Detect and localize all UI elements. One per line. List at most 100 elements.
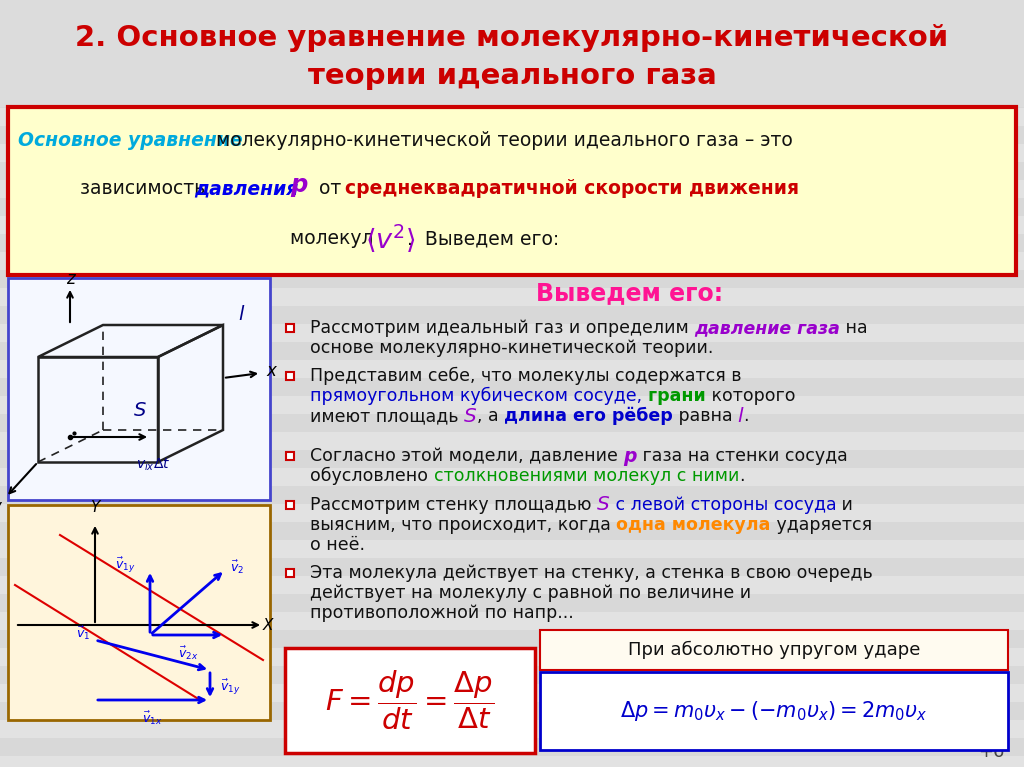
Bar [0, 450, 1024, 468]
Text: x: x [266, 362, 275, 380]
Bar [0, 684, 1024, 702]
Text: $\boldsymbol{p}$: $\boldsymbol{p}$ [290, 175, 308, 199]
Text: z: z [66, 270, 75, 288]
Bar [0, 144, 1024, 162]
Text: давления: давления [194, 179, 298, 199]
Text: , а: , а [477, 407, 504, 425]
Text: ударяется: ударяется [771, 516, 871, 534]
Text: S: S [597, 495, 609, 515]
Bar [0, 306, 1024, 324]
Bar [286, 324, 294, 332]
Bar [0, 54, 1024, 72]
Bar [0, 630, 1024, 648]
Text: от: от [313, 179, 347, 199]
Text: .: . [743, 407, 749, 425]
Text: $\Delta p = m_0\upsilon_x - (-m_0\upsilon_x) = 2m_0\upsilon_x$: $\Delta p = m_0\upsilon_x - (-m_0\upsilo… [621, 699, 928, 723]
Bar [0, 612, 1024, 630]
Text: с левой стороны сосуда: с левой стороны сосуда [609, 496, 837, 514]
Text: S: S [134, 400, 146, 420]
Text: $\vec{v}_{1y}$: $\vec{v}_{1y}$ [220, 677, 241, 696]
Bar [8, 107, 1016, 275]
Text: 2. Основное уравнение молекулярно-кинетической: 2. Основное уравнение молекулярно-кинети… [76, 24, 948, 52]
Bar [0, 108, 1024, 126]
Text: основе молекулярно-кинетической теории.: основе молекулярно-кинетической теории. [310, 339, 714, 357]
Bar [8, 278, 270, 500]
Text: на: на [840, 319, 867, 337]
Text: При абсолютно упругом ударе: При абсолютно упругом ударе [628, 641, 921, 659]
Text: l: l [737, 407, 743, 426]
Text: Основное уравнение: Основное уравнение [18, 130, 243, 150]
Bar [0, 198, 1024, 216]
Bar [0, 234, 1024, 252]
Bar [0, 180, 1024, 198]
Bar [0, 738, 1024, 756]
Bar [0, 0, 1024, 18]
Text: Y: Y [90, 500, 99, 515]
Text: +6: +6 [979, 743, 1005, 761]
Text: длина его рёбер: длина его рёбер [504, 407, 673, 425]
Text: теории идеального газа: теории идеального газа [307, 62, 717, 90]
Text: Эта молекула действует на стенку, а стенка в свою очередь: Эта молекула действует на стенку, а стен… [310, 564, 872, 582]
Text: равна: равна [673, 407, 737, 425]
Text: Рассмотрим стенку площадью: Рассмотрим стенку площадью [310, 496, 597, 514]
Bar [0, 18, 1024, 36]
Text: X: X [263, 617, 273, 633]
Text: Выведем его:: Выведем его: [537, 281, 724, 305]
Text: обусловлено: обусловлено [310, 467, 433, 485]
Text: зависимость: зависимость [80, 179, 211, 199]
Bar [0, 558, 1024, 576]
Bar [286, 452, 294, 460]
Bar [286, 372, 294, 380]
Bar [8, 505, 270, 720]
Bar [0, 288, 1024, 306]
Bar [0, 522, 1024, 540]
Text: выясним, что происходит, когда: выясним, что происходит, когда [310, 516, 616, 534]
Text: p: p [624, 446, 637, 466]
Text: которого: которого [706, 387, 796, 405]
Bar [0, 0, 1024, 107]
Bar [0, 252, 1024, 270]
Text: давление газа: давление газа [694, 319, 840, 337]
Bar [0, 72, 1024, 90]
Text: $\langle v^2\rangle$: $\langle v^2\rangle$ [365, 222, 416, 255]
Text: имеют площадь: имеют площадь [310, 407, 464, 425]
Text: газа на стенки сосуда: газа на стенки сосуда [637, 447, 848, 465]
Text: молекулярно-кинетической теории идеального газа – это: молекулярно-кинетической теории идеально… [210, 130, 793, 150]
Bar [540, 630, 1008, 670]
Bar [0, 648, 1024, 666]
Text: $\vec{v}_{1x}$: $\vec{v}_{1x}$ [142, 710, 162, 727]
Text: Представим себе, что молекулы содержатся в: Представим себе, что молекулы содержатся… [310, 367, 741, 385]
Bar [0, 360, 1024, 378]
Text: одна молекула: одна молекула [616, 516, 771, 534]
Text: прямоугольном кубическом сосуде,: прямоугольном кубическом сосуде, [310, 387, 642, 405]
Bar [0, 36, 1024, 54]
Text: .: . [739, 467, 744, 485]
Bar [0, 720, 1024, 738]
Text: столкновениями молекул с ними: столкновениями молекул с ними [433, 467, 739, 485]
Text: $F = \dfrac{dp}{dt} = \dfrac{\Delta p}{\Delta t}$: $F = \dfrac{dp}{dt} = \dfrac{\Delta p}{\… [326, 669, 495, 732]
Text: $\vec{v}_2$: $\vec{v}_2$ [230, 558, 244, 576]
Bar [0, 504, 1024, 522]
Bar [285, 648, 535, 753]
Bar [0, 432, 1024, 450]
Text: Согласно этой модели, давление: Согласно этой модели, давление [310, 447, 624, 465]
Text: среднеквадратичной скорости движения: среднеквадратичной скорости движения [345, 179, 799, 199]
Text: .  Выведем его:: . Выведем его: [407, 229, 559, 249]
Bar [0, 342, 1024, 360]
Bar [0, 396, 1024, 414]
Text: и: и [837, 496, 853, 514]
Bar [0, 666, 1024, 684]
Bar [0, 702, 1024, 720]
Bar [0, 324, 1024, 342]
Bar [0, 468, 1024, 486]
Text: действует на молекулу с равной по величине и: действует на молекулу с равной по величи… [310, 584, 752, 602]
Text: молекул: молекул [290, 229, 379, 249]
Bar [0, 756, 1024, 767]
Text: грани: грани [642, 387, 706, 405]
Bar [286, 501, 294, 509]
Text: $\vec{v}_{2x}$: $\vec{v}_{2x}$ [178, 645, 199, 663]
Bar [0, 378, 1024, 396]
Bar [0, 540, 1024, 558]
Text: $\vec{v}_1$: $\vec{v}_1$ [76, 624, 90, 642]
Bar [0, 270, 1024, 288]
